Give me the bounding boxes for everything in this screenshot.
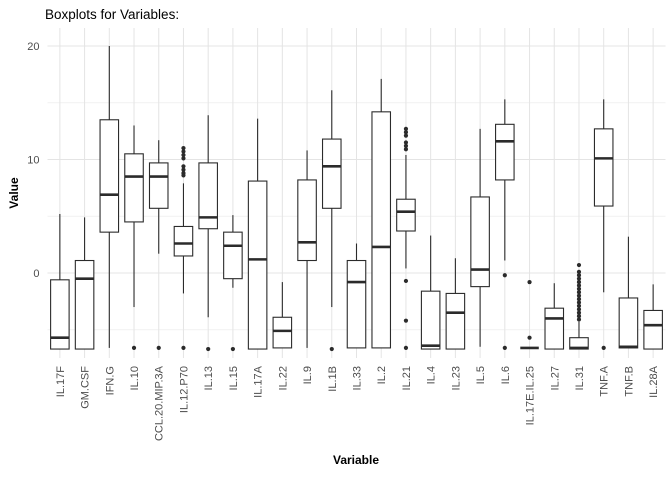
box-IL.2 [371,111,392,349]
x-tick-label: IL.12.P70 [178,366,190,413]
box-IL.5 [470,196,490,288]
box-IL.6 [495,123,515,181]
outlier-dot [181,152,186,158]
box-IL.4 [420,290,441,350]
x-tick-label: TNF.A [599,365,611,396]
x-tick-label: IL.15 [228,366,240,390]
y-tick-label: 10 [27,155,39,167]
outlier-dot [576,293,582,298]
outlier-dot [230,346,235,352]
outlier-dot [181,156,186,161]
box-IL.12.P70 [173,225,194,257]
outlier-dot [403,147,409,152]
outlier-dot [576,276,582,281]
box-IL.21 [396,198,416,232]
chart-title: Boxplots for Variables: [45,7,180,22]
x-tick-label: IL.31 [574,366,586,390]
x-tick-label: IL.17F [55,366,67,397]
outlier-dot [181,164,186,169]
outlier-dot [403,126,409,131]
x-tick-label: IL.9 [302,366,314,384]
box-IL.22 [272,316,293,349]
outlier-dot [403,130,409,135]
x-tick-label: IL.21 [401,366,413,390]
box-IL.23 [445,292,466,350]
x-tick-label: CCL.20.MIP.3A [154,365,166,441]
x-tick-label: IL.2 [376,366,388,384]
x-tick-label: IL.4 [426,366,438,384]
x-axis-title: Variable [332,453,380,467]
outlier-dot [576,310,582,315]
box-IL.1B [321,138,342,209]
x-tick-label: IL.33 [352,366,364,390]
x-tick-label: IL.6 [500,366,512,384]
box-IL.27 [544,307,565,350]
outlier-dot [181,173,186,178]
outlier-dot [131,345,137,351]
box-IL.17A [247,180,268,350]
outlier-dot [156,345,161,351]
box-IL.9 [297,179,317,262]
box-IL.10 [124,153,144,223]
box-TNF.B [618,297,639,349]
y-tick-label: 20 [27,41,39,53]
x-tick-label: IL.1B [327,366,339,392]
y-tick-label: 0 [33,268,39,280]
outlier-dot [576,314,582,319]
x-tick-label: IL.23 [450,366,462,390]
box-IL.15 [223,231,243,280]
outlier-dot [403,140,409,145]
box-IFN.G [99,119,120,233]
x-tick-label: IL.22 [277,366,289,390]
outlier-dot [403,318,409,323]
box-IL.17F [50,279,70,350]
outlier-dot [181,146,186,151]
outlier-dot [502,273,507,278]
x-tick-label: IL.10 [129,366,141,390]
box-IL.13 [198,162,218,230]
x-tick-label: IL.28A [648,365,660,397]
outlier-dot [181,345,186,351]
x-tick-label: IFN.G [104,366,116,395]
box-GM.CSF [74,259,95,350]
outlier-dot [576,286,582,291]
x-tick-label: IL.17E.IL.25 [525,366,537,425]
x-tick-label: TNF.B [623,366,635,397]
outlier-dot [576,303,582,309]
outlier-dot [576,279,582,285]
box-CCL.20.MIP.3A [148,162,169,209]
outlier-dot [576,269,582,274]
x-tick-label: IL.27 [549,366,561,390]
outlier-dot [527,335,532,340]
y-axis-title: Value [7,177,21,209]
outlier-dot [329,346,334,352]
box-TNF.A [593,128,614,207]
outlier-dot [576,283,582,288]
outlier-dot [403,133,409,138]
outlier-dot [206,346,211,352]
x-tick-label: IL.17A [253,365,265,397]
x-tick-label: IL.13 [203,366,215,390]
outlier-dot [576,262,582,268]
outlier-dot [403,143,409,148]
outlier-dot [502,345,507,351]
x-tick-label: IL.5 [475,366,487,384]
outlier-dot [601,345,606,351]
box-IL.33 [346,259,367,349]
x-tick-label: GM.CSF [80,366,92,409]
outlier-dot [576,317,582,322]
outlier-dot [403,345,409,351]
outlier-dot [181,149,186,154]
outlier-dot [527,279,532,285]
box-IL.28A [643,309,663,350]
outlier-dot [576,307,582,312]
outlier-dot [576,273,582,278]
outlier-dot [576,290,582,295]
outlier-dot [181,167,186,172]
outlier-dot [403,278,409,284]
outlier-dot [576,300,582,305]
outlier-dot [576,297,582,302]
